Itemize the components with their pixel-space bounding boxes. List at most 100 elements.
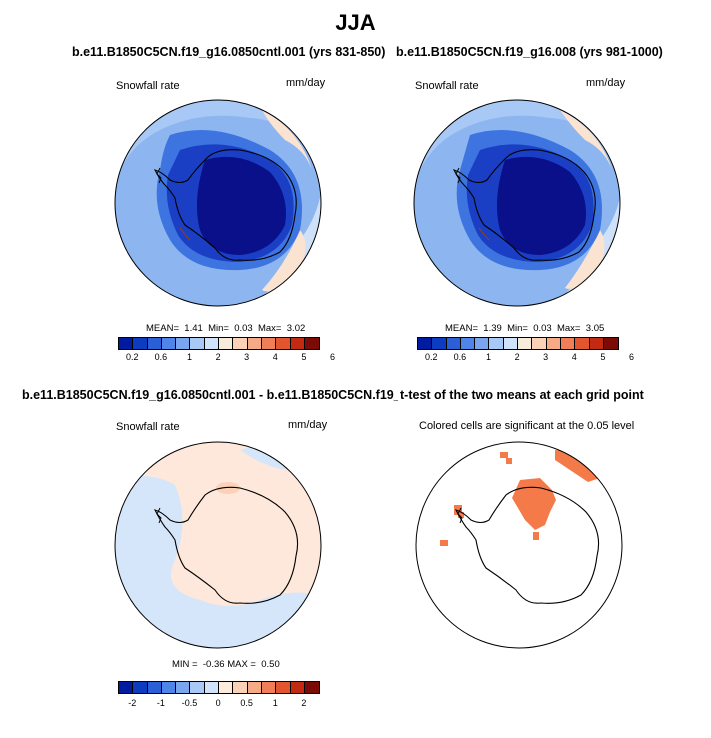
colorbar-tick-label: 5	[301, 352, 307, 362]
colorbar-box	[147, 338, 162, 349]
colorbar-panel-1	[118, 337, 321, 350]
colorbar-box	[304, 682, 320, 693]
colorbar-box	[603, 338, 619, 349]
colorbar-box	[276, 682, 291, 693]
colorbar-box	[503, 338, 519, 349]
significant-region	[506, 458, 512, 464]
colorbar-tick-label: 3	[244, 352, 250, 362]
significant-region	[500, 452, 508, 458]
panel-3-title: b.e11.B1850C5CN.f19_g16.0850cntl.001 - b…	[22, 388, 447, 402]
colorbar-panel-3	[118, 681, 321, 694]
map-4-field	[440, 450, 600, 546]
figure-title: JJA	[335, 10, 376, 35]
colorbar-box	[133, 682, 148, 693]
colorbar-box	[290, 338, 305, 349]
colorbar-box	[219, 338, 234, 349]
colorbar-tick-label: 0.2	[126, 352, 139, 362]
colorbar-tick-label: 3	[543, 352, 549, 362]
significant-region	[440, 540, 448, 546]
colorbar-box	[176, 682, 191, 693]
colorbar-box	[460, 338, 476, 349]
colorbar-box	[261, 682, 277, 693]
colorbar-tick-label: 2	[514, 352, 520, 362]
colorbar-box	[518, 338, 533, 349]
colorbar-tick-label: 4	[571, 352, 577, 362]
colorbar-tick-label: 0.6	[453, 352, 467, 362]
colorbar-panel-1-labels: 0.2 0.6 1 2 3 4 5 6	[118, 352, 335, 364]
panel-2-title: b.e11.B1850C5CN.f19_g16.008 (yrs 981-100…	[396, 45, 663, 59]
colorbar-box	[418, 338, 433, 349]
panel-3-stats: MIN = -0.36 MAX = 0.50	[172, 659, 280, 670]
colorbar-box	[247, 338, 262, 349]
colorbar-box	[475, 338, 490, 349]
colorbar-tick-label: 6	[628, 352, 635, 362]
panel-1-title: b.e11.B1850C5CN.f19_g16.0850cntl.001 (yr…	[72, 45, 386, 59]
colorbar-box	[233, 338, 248, 349]
colorbar-box	[161, 338, 177, 349]
colorbar-tick-label: 0.2	[425, 352, 438, 362]
colorbar-box	[204, 338, 220, 349]
colorbar-tick-label: 2	[301, 698, 307, 708]
map-3-field	[115, 442, 321, 648]
significant-region	[458, 512, 464, 518]
colorbar-box	[432, 338, 447, 349]
colorbar-box	[219, 682, 234, 693]
panel-2-variable: Snowfall rate	[415, 80, 479, 92]
colorbar-box	[261, 338, 277, 349]
colorbar-box	[233, 682, 248, 693]
map-1-field	[115, 100, 321, 306]
colorbar-tick-label: -2	[128, 698, 137, 708]
colorbar-box	[560, 338, 576, 349]
panel-1-units: mm/day	[286, 77, 326, 89]
panel-2-stats: MEAN= 1.39 Min= 0.03 Max= 3.05	[445, 323, 605, 334]
panel-2-units: mm/day	[586, 77, 626, 89]
panel-4-title: t-test of the two means at each grid poi…	[398, 388, 644, 402]
colorbar-box	[446, 338, 461, 349]
colorbar-box	[190, 682, 205, 693]
panel-1-variable: Snowfall rate	[116, 80, 180, 92]
map-2-field	[414, 100, 620, 306]
colorbar-box	[204, 682, 220, 693]
colorbar-box	[546, 338, 561, 349]
colorbar-tick-label: 5	[600, 352, 606, 362]
colorbar-box	[133, 338, 148, 349]
colorbar-box	[489, 338, 504, 349]
panel-1-stats: MEAN= 1.41 Min= 0.03 Max= 3.02	[146, 323, 306, 334]
panel-3-variable: Snowfall rate	[116, 421, 180, 433]
colorbar-panel-2-labels: 0.2 0.6 1 2 3 4 5 6	[417, 352, 634, 364]
colorbar-box	[161, 682, 177, 693]
colorbar-tick-label: 1	[272, 698, 278, 708]
colorbar-box	[247, 682, 262, 693]
significant-region	[454, 505, 462, 515]
colorbar-box	[304, 338, 320, 349]
colorbar-box	[575, 338, 590, 349]
panel-3-units: mm/day	[288, 419, 328, 431]
colorbar-box	[190, 338, 205, 349]
colorbar-tick-label: -0.5	[181, 698, 198, 708]
significant-region	[512, 478, 556, 530]
colorbar-box	[290, 682, 305, 693]
colorbar-tick-label: -1	[156, 698, 165, 708]
significant-region	[533, 532, 539, 540]
significant-region	[555, 450, 600, 482]
colorbar-box	[119, 682, 134, 693]
colorbar-tick-label: 0.5	[240, 698, 253, 708]
colorbar-box	[589, 338, 604, 349]
colorbar-tick-label: 0	[215, 698, 221, 708]
colorbar-tick-label: 1	[485, 352, 492, 362]
colorbar-box	[119, 338, 134, 349]
colorbar-box	[147, 682, 162, 693]
colorbar-tick-label: 1	[186, 352, 193, 362]
panel-4-subtitle: Colored cells are significant at the 0.0…	[419, 420, 635, 432]
colorbar-box	[176, 338, 191, 349]
colorbar-box	[276, 338, 291, 349]
colorbar-panel-2	[417, 337, 620, 350]
colorbar-tick-label: 0.6	[154, 352, 168, 362]
colorbar-panel-3-labels: -2 -1 -0.5 0 0.5 1 2	[118, 698, 318, 710]
colorbar-box	[532, 338, 547, 349]
colorbar-tick-label: 6	[329, 352, 336, 362]
